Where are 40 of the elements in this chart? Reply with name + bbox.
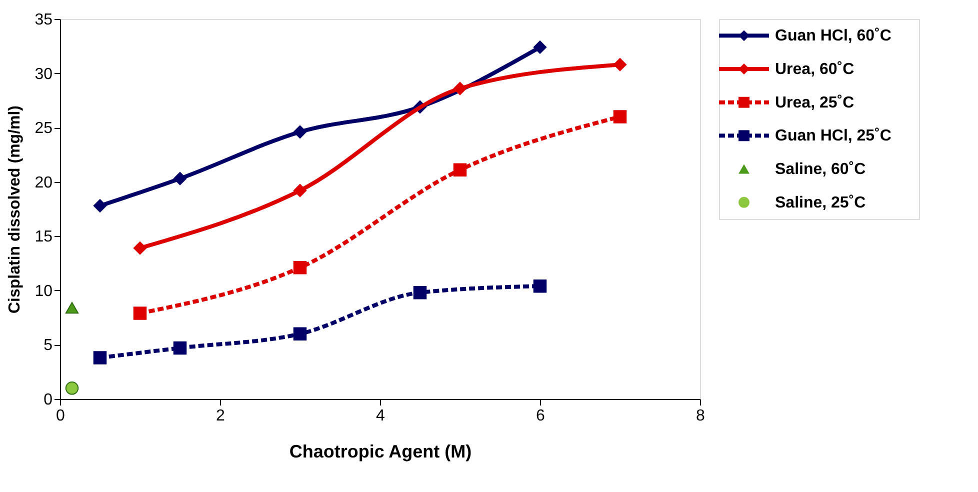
legend-label: Urea, 25˚C	[775, 94, 855, 112]
y-tick-label: 0	[44, 392, 53, 408]
point	[133, 241, 147, 255]
x-tick-label: 4	[376, 408, 386, 424]
point	[533, 40, 547, 54]
point	[293, 184, 307, 198]
legend-label: Guan HCl, 25˚C	[775, 128, 892, 145]
y-axis-title: Cisplatin dissolved (mg/ml)	[6, 105, 24, 314]
x-tick-label: 2	[216, 408, 226, 424]
point	[293, 261, 307, 274]
legend-label: Guan HCl, 60˚C	[775, 28, 892, 45]
point	[293, 125, 307, 139]
x-tick-label: 8	[696, 408, 706, 424]
point	[453, 82, 467, 96]
point	[293, 327, 307, 340]
y-tick-label: 10	[34, 282, 53, 300]
y-tick-label: 15	[34, 228, 53, 246]
legend-label: Urea, 60˚C	[775, 61, 855, 78]
point	[93, 351, 107, 364]
y-tick-label: 30	[34, 66, 53, 83]
point	[65, 302, 79, 314]
point	[613, 110, 627, 124]
y-tick-label: 25	[34, 120, 53, 138]
point	[133, 306, 147, 320]
point	[173, 172, 187, 186]
y-tick-label: 35	[34, 12, 53, 28]
point	[533, 279, 547, 293]
point	[65, 382, 79, 395]
x-axis-title: Chaotropic Agent (M)	[289, 442, 472, 462]
y-tick-label: 5	[44, 337, 53, 354]
y-tick-label: 20	[34, 174, 53, 192]
point	[173, 341, 187, 355]
point	[93, 199, 107, 212]
point	[453, 163, 467, 177]
x-tick-label: 6	[536, 408, 546, 424]
point	[413, 286, 427, 300]
point	[613, 58, 627, 72]
x-tick-label: 0	[56, 408, 66, 424]
legend-label: Saline, 25˚C	[775, 194, 866, 212]
legend-label: Saline, 60˚C	[775, 161, 866, 178]
